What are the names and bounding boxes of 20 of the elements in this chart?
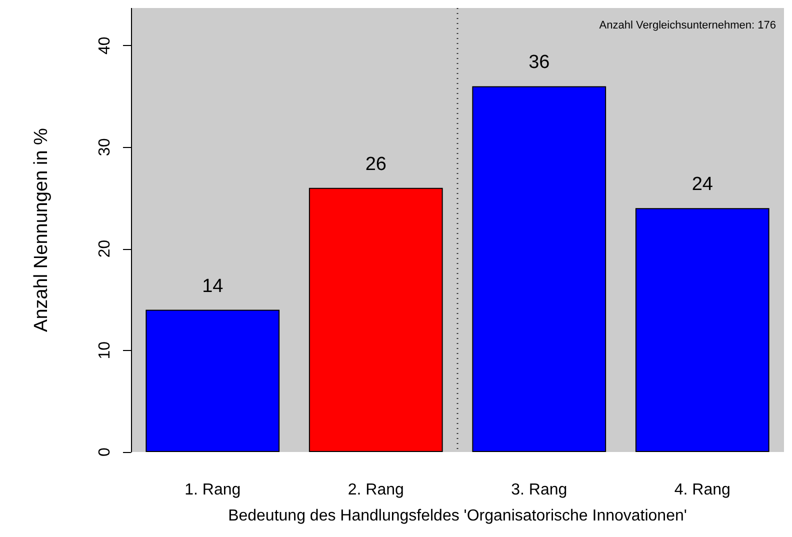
bar xyxy=(146,310,280,452)
data-label: 24 xyxy=(692,174,714,196)
x-tick-label: 1. Rang xyxy=(184,482,241,498)
bar xyxy=(635,208,770,452)
x-tick-label: 2. Rang xyxy=(348,482,404,498)
x-tick-label: 4. Rang xyxy=(674,482,730,498)
y-axis-title: Anzahl Nennungen in % xyxy=(31,128,52,332)
data-label: 36 xyxy=(528,52,550,74)
bar xyxy=(308,188,443,452)
y-tick-label: 40 xyxy=(96,36,114,54)
data-label: 14 xyxy=(202,276,224,297)
data-label: 26 xyxy=(365,154,386,175)
bar xyxy=(472,86,606,452)
annotation: Anzahl Vergleichsunternehmen: 176 xyxy=(599,20,776,32)
y-tick-label: 20 xyxy=(96,240,114,258)
x-axis-title: Bedeutung des Handlungsfeldes 'Organisatorische Innovationen' xyxy=(228,508,687,524)
y-tick-label: 10 xyxy=(96,341,114,360)
x-tick-label: 3. Rang xyxy=(511,482,568,498)
y-tick-label: 30 xyxy=(96,138,114,156)
y-tick-label: 0 xyxy=(96,447,114,456)
